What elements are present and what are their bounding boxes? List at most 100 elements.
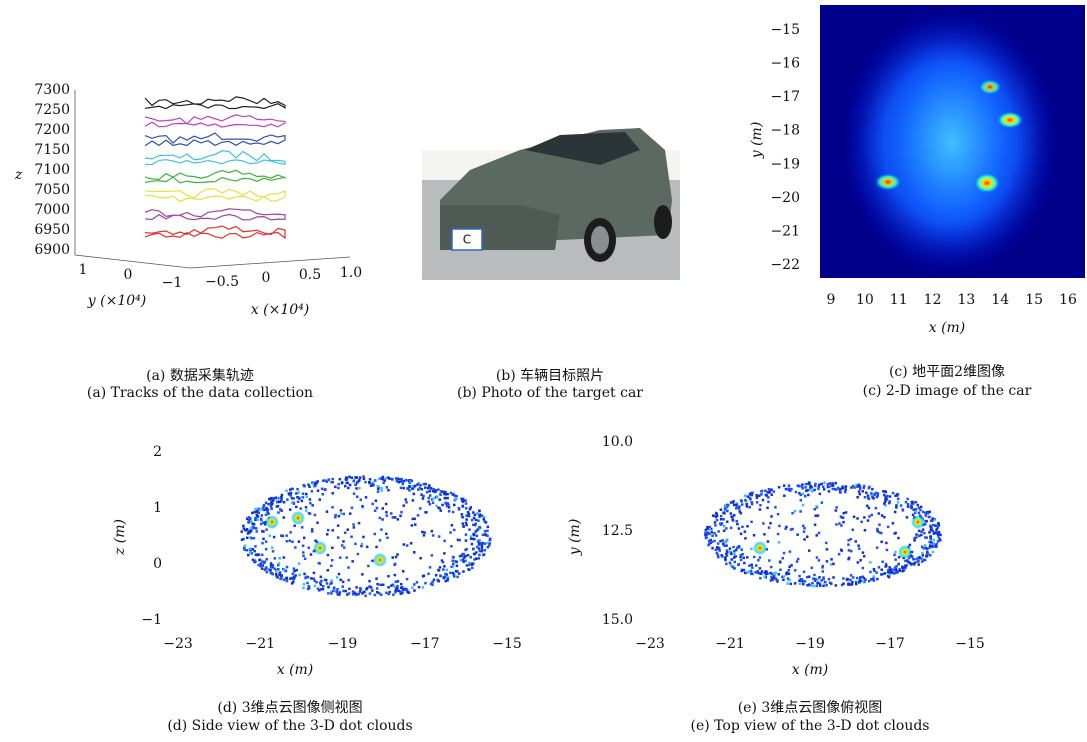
dot bbox=[726, 550, 729, 554]
dot bbox=[735, 502, 739, 505]
car-photo: C bbox=[422, 128, 680, 280]
dot bbox=[254, 517, 257, 520]
dot bbox=[355, 487, 358, 490]
dot bbox=[913, 539, 916, 542]
dot bbox=[912, 501, 915, 504]
dot bbox=[444, 572, 447, 576]
dot bbox=[468, 508, 472, 511]
dot bbox=[412, 492, 416, 496]
dot bbox=[430, 498, 434, 501]
dot bbox=[718, 549, 721, 552]
dot bbox=[809, 486, 812, 490]
dot bbox=[782, 575, 786, 578]
dot bbox=[790, 487, 793, 491]
dot bbox=[252, 526, 256, 529]
dot bbox=[854, 540, 857, 543]
dot bbox=[290, 501, 294, 505]
dot bbox=[716, 542, 720, 545]
dot bbox=[285, 579, 289, 582]
dot bbox=[352, 478, 356, 482]
dot bbox=[923, 531, 926, 535]
dot bbox=[841, 485, 844, 488]
dot bbox=[378, 516, 382, 520]
dot bbox=[705, 536, 708, 539]
dot bbox=[902, 566, 906, 569]
dot bbox=[807, 493, 810, 497]
dot bbox=[707, 539, 711, 543]
dot bbox=[776, 579, 779, 582]
dot bbox=[313, 513, 317, 517]
dot bbox=[893, 568, 896, 572]
z-tick-label: 7050 bbox=[34, 182, 70, 198]
dot bbox=[376, 485, 380, 488]
dot bbox=[470, 518, 474, 522]
dot bbox=[251, 548, 255, 551]
dot bbox=[898, 569, 902, 572]
dot bbox=[837, 553, 841, 556]
dot bbox=[271, 550, 275, 553]
dot bbox=[778, 561, 782, 564]
dot bbox=[813, 523, 817, 526]
dot bbox=[269, 568, 272, 572]
dot bbox=[447, 506, 451, 509]
dot bbox=[442, 568, 445, 571]
dot bbox=[876, 527, 879, 531]
dot bbox=[346, 481, 349, 485]
dot bbox=[391, 556, 394, 559]
dot bbox=[438, 498, 441, 501]
dot bbox=[460, 497, 463, 501]
dot bbox=[858, 581, 861, 584]
dot bbox=[888, 495, 892, 498]
dot bbox=[827, 485, 831, 489]
dot bbox=[264, 501, 268, 504]
dot bbox=[286, 498, 289, 501]
dot bbox=[265, 558, 268, 561]
dot bbox=[742, 568, 746, 572]
dot bbox=[894, 558, 897, 561]
dot bbox=[818, 582, 822, 586]
dot bbox=[421, 497, 425, 500]
dot bbox=[808, 549, 811, 552]
dot bbox=[808, 575, 811, 578]
dot bbox=[715, 534, 718, 537]
dot bbox=[362, 535, 365, 539]
dot bbox=[396, 518, 400, 521]
dot bbox=[242, 537, 245, 541]
dot bbox=[348, 475, 351, 479]
dot bbox=[749, 569, 753, 573]
dot bbox=[884, 504, 887, 507]
dot bbox=[839, 548, 843, 552]
dot bbox=[816, 514, 820, 517]
dot bbox=[739, 512, 743, 515]
dot bbox=[835, 506, 838, 509]
dot bbox=[830, 582, 833, 585]
y-tick-label: −18 bbox=[770, 123, 800, 139]
hot-spot bbox=[313, 541, 327, 555]
dot bbox=[847, 539, 850, 542]
y-tick-label: 2 bbox=[153, 444, 162, 460]
dot bbox=[438, 566, 442, 569]
dot bbox=[855, 582, 858, 586]
dot bbox=[371, 482, 374, 486]
dot bbox=[885, 548, 889, 552]
dot bbox=[245, 527, 249, 531]
dot bbox=[922, 547, 925, 550]
dot bbox=[719, 522, 722, 525]
dot bbox=[256, 515, 260, 518]
dot bbox=[275, 569, 278, 573]
dot bbox=[920, 533, 923, 537]
dot bbox=[835, 523, 838, 526]
dot bbox=[337, 572, 341, 576]
dot bbox=[258, 558, 261, 562]
dot bbox=[339, 509, 343, 512]
dot bbox=[817, 487, 820, 491]
z-tick-label: 7000 bbox=[34, 202, 70, 218]
dot bbox=[860, 520, 863, 524]
dot bbox=[416, 514, 420, 517]
dot bbox=[858, 547, 861, 550]
dot bbox=[867, 579, 871, 583]
dot bbox=[804, 486, 807, 489]
x-tick-label: −23 bbox=[635, 636, 665, 652]
dot bbox=[424, 482, 427, 486]
dot bbox=[453, 494, 456, 497]
